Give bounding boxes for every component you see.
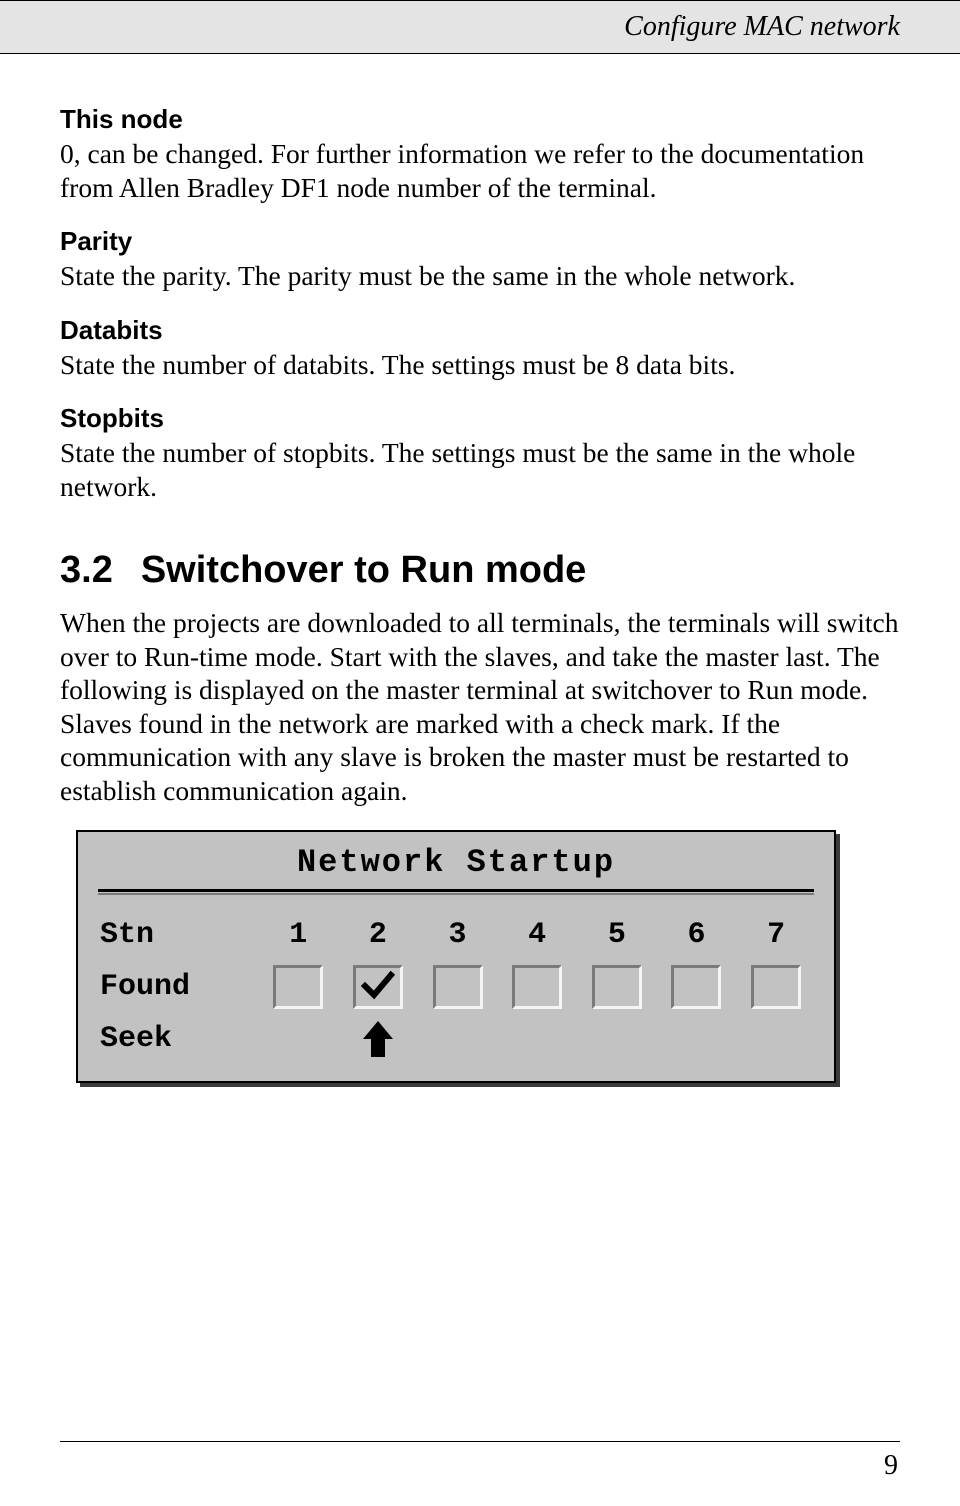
subhead-stopbits: Stopbits (60, 403, 900, 434)
page-header: Configure MAC network (0, 0, 960, 54)
section-number: 3.2 (60, 549, 113, 591)
section-heading-switchover: 3.2 Switchover to Run mode (60, 549, 900, 592)
subhead-databits: Databits (60, 315, 900, 346)
header-title: Configure MAC network (624, 11, 900, 43)
check-icon (361, 970, 395, 1000)
arrow-up-icon (359, 1019, 397, 1059)
found-box-3 (512, 965, 562, 1009)
stn-col-1: 2 (338, 909, 418, 961)
row-found: Found (96, 961, 816, 1013)
row-seek: Seek (96, 1013, 816, 1065)
found-box-0 (273, 965, 323, 1009)
panel-table: Stn 1 2 3 4 5 6 7 Found (96, 909, 816, 1065)
para-stopbits: State the number of stopbits. The settin… (60, 436, 900, 503)
panel-divider (98, 889, 814, 895)
page-number: 9 (884, 1450, 898, 1482)
found-box-4 (592, 965, 642, 1009)
row-seek-label: Seek (96, 1013, 258, 1065)
found-box-1 (353, 965, 403, 1009)
found-box-2 (433, 965, 483, 1009)
seek-arrow-cell (338, 1013, 418, 1065)
found-box-5 (671, 965, 721, 1009)
para-databits: State the number of databits. The settin… (60, 348, 900, 382)
subhead-parity: Parity (60, 226, 900, 257)
network-startup-panel: Network Startup Stn 1 2 3 4 5 6 7 Found (76, 830, 836, 1083)
row-stn: Stn 1 2 3 4 5 6 7 (96, 909, 816, 961)
para-switchover: When the projects are downloaded to all … (60, 606, 900, 807)
section-title: Switchover to Run mode (141, 549, 586, 591)
stn-col-2: 3 (418, 909, 498, 961)
para-parity: State the parity. The parity must be the… (60, 259, 900, 293)
stn-col-5: 6 (657, 909, 737, 961)
found-box-6 (751, 965, 801, 1009)
stn-col-6: 7 (736, 909, 816, 961)
stn-col-0: 1 (258, 909, 338, 961)
row-found-label: Found (96, 961, 258, 1013)
subhead-this-node: This node (60, 104, 900, 135)
para-this-node: 0, can be changed. For further informati… (60, 137, 900, 204)
stn-col-3: 4 (497, 909, 577, 961)
panel-title: Network Startup (96, 844, 816, 881)
row-stn-label: Stn (96, 909, 258, 961)
stn-col-4: 5 (577, 909, 657, 961)
footer-rule (60, 1441, 900, 1442)
